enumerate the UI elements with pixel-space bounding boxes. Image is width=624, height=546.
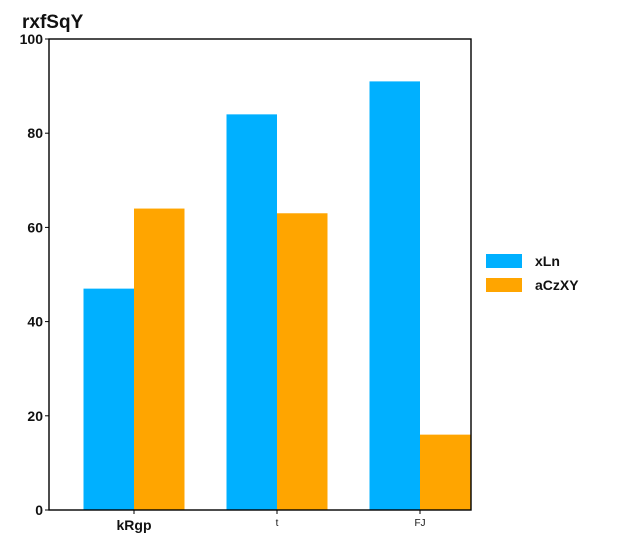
y-tick-label: 40 (27, 314, 43, 330)
bar-xLn-t (226, 114, 277, 511)
y-tick-label: 20 (27, 408, 43, 424)
x-tick-label: t (276, 518, 279, 529)
x-axis: kRgp t FJ (117, 510, 426, 533)
bar-xLn-kRgp (83, 288, 134, 510)
bar-xLn-FJ (369, 81, 420, 510)
legend-swatch-xLn (486, 254, 522, 268)
legend-label-xLn: xLn (535, 253, 560, 269)
legend: xLn aCzXY (486, 253, 579, 293)
legend-label-aCzXY: aCzXY (535, 277, 579, 293)
legend-swatch-aCzXY (486, 278, 522, 292)
bar-aCzXY-kRgp (134, 208, 185, 510)
x-tick-label: FJ (414, 518, 425, 529)
chart-title: rxfSqY (22, 12, 84, 33)
plot-frame (48, 38, 472, 511)
bar-aCzXY-t (277, 213, 328, 510)
bars-group (83, 81, 471, 511)
y-tick-label: 80 (27, 125, 43, 141)
y-tick-label: 60 (27, 219, 43, 235)
y-axis: 0 20 40 60 80 100 (20, 31, 49, 518)
x-tick-label: kRgp (117, 517, 152, 533)
y-tick-label: 0 (35, 502, 43, 518)
y-tick-label: 100 (20, 31, 44, 47)
bar-aCzXY-FJ (420, 434, 471, 510)
